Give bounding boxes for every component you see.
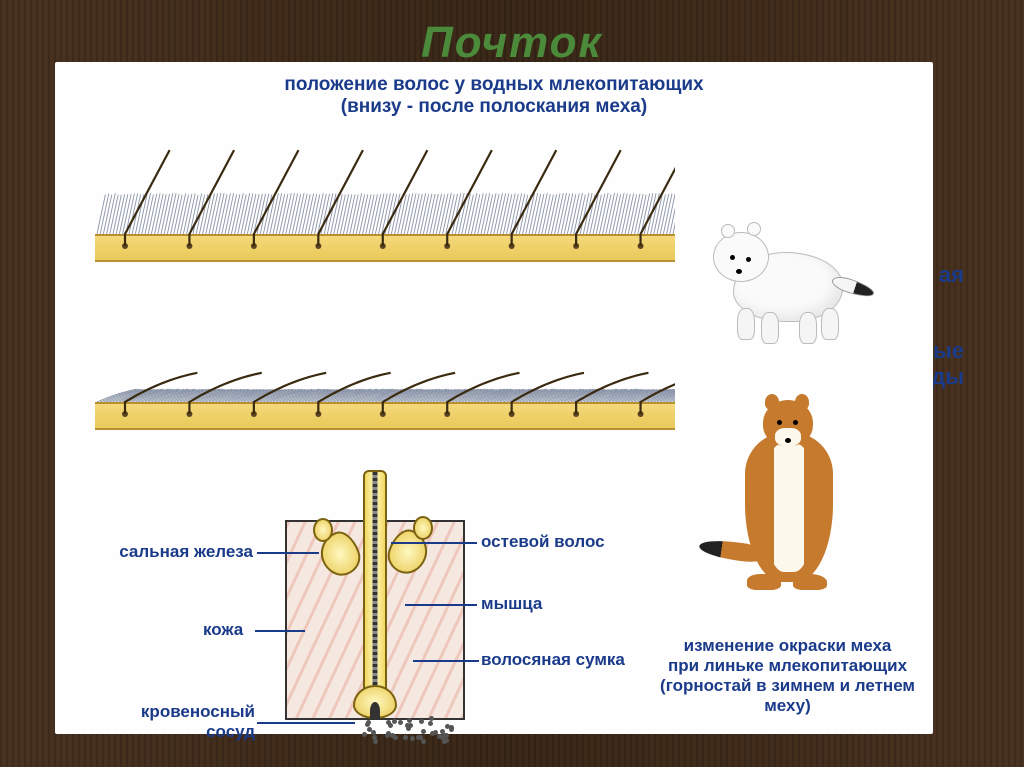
follicle-shaft — [363, 470, 387, 700]
blood-vessel-dots — [355, 716, 455, 742]
ermine-summer — [693, 392, 873, 622]
leader-line — [391, 542, 477, 544]
leader-line — [255, 630, 305, 632]
label-vessel: кровеносный сосуд — [125, 702, 255, 742]
leader-line — [257, 552, 319, 554]
caption-l1: изменение окраски меха — [684, 636, 892, 655]
label-sebaceous: сальная железа — [103, 542, 253, 562]
leg-icon — [799, 312, 817, 344]
eye-icon — [793, 420, 798, 425]
eye-icon — [730, 255, 735, 260]
main-card: положение волос у водных млекопитающих (… — [55, 62, 933, 734]
peek-text-1: ая — [939, 262, 964, 288]
leg-icon — [737, 308, 755, 340]
label-follicle-sac: волосяная сумка — [481, 650, 625, 670]
nose-icon — [785, 438, 791, 443]
peek-text-3: ды — [931, 364, 964, 390]
leader-line — [405, 604, 477, 606]
fur-panel-wet — [95, 310, 675, 430]
follicle-diagram — [255, 470, 495, 750]
foot-icon — [793, 574, 827, 590]
leader-line — [413, 660, 479, 662]
foot-icon — [747, 574, 781, 590]
gland-lobe — [413, 516, 433, 540]
leg-icon — [821, 308, 839, 340]
ear-icon — [795, 394, 809, 410]
ermine-winter — [703, 212, 873, 352]
guard-hairs-dry — [95, 142, 675, 262]
guard-hairs-wet — [95, 310, 675, 430]
hair-shaft-core — [373, 472, 378, 692]
nose-icon — [736, 269, 742, 274]
main-title-line1: положение волос у водных млекопитающих — [284, 74, 703, 95]
slide-partial-title: Почток — [421, 18, 603, 68]
label-skin: кожа — [203, 620, 243, 640]
caption-l4: меху) — [764, 696, 811, 715]
fur-panel-dry — [95, 142, 675, 262]
ermine-head — [713, 232, 769, 282]
label-vessel-l1: кровеносный — [141, 702, 255, 721]
leader-line — [257, 722, 355, 724]
caption-l3: (горностай в зимнем и летнем — [660, 676, 915, 695]
main-title-line2: (внизу - после полоскания меха) — [341, 96, 647, 117]
ermine-muzzle — [775, 428, 801, 446]
ear-icon — [721, 224, 735, 238]
ear-icon — [765, 394, 779, 410]
main-title: положение волос у водных млекопитающих (… — [284, 74, 703, 118]
gland-lobe — [313, 518, 333, 542]
leg-icon — [761, 312, 779, 344]
ear-icon — [747, 222, 761, 236]
eye-icon — [746, 257, 751, 262]
caption-l2: при линьке млекопитающих — [668, 656, 907, 675]
eye-icon — [777, 420, 782, 425]
label-muscle: мышца — [481, 594, 542, 614]
label-vessel-l2: сосуд — [206, 722, 255, 741]
label-guard-hair: остевой волос — [481, 532, 605, 552]
caption-molting: изменение окраски меха при линьке млекоп… — [660, 636, 915, 716]
